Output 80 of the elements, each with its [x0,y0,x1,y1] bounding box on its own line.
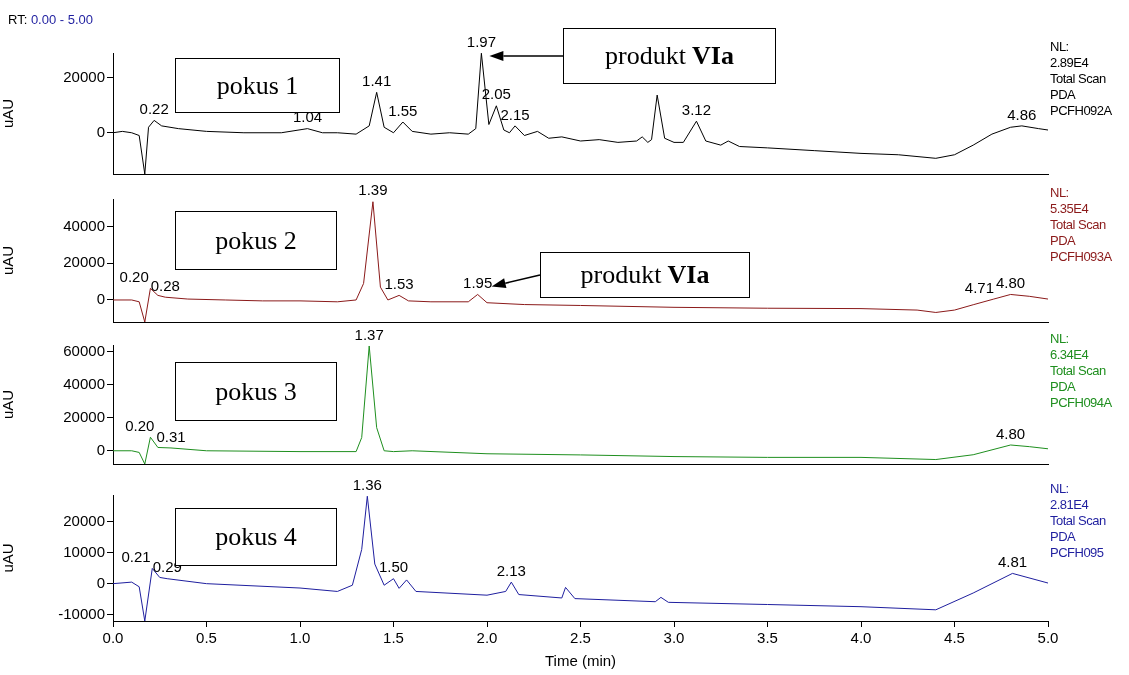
y-tick-label: 20000 [63,253,105,271]
x-tick-label: 3.0 [663,629,685,647]
annotation: 1.53 [384,275,414,293]
annotation: 0.22 [139,100,169,118]
x-tick-label: 0.5 [196,629,217,647]
text: Total Scan [1050,71,1107,87]
annotation: 0.20 [125,416,155,434]
x-tick-label: 2.0 [476,629,498,647]
annotation: 1.95 [463,274,493,292]
annotation: 1.55 [388,101,418,119]
x-axis-title: Time (min) [544,652,617,670]
annotation: 1.50 [378,558,409,576]
y-tick-label: 0 [96,440,105,458]
text: 2.81E4 [1050,497,1090,513]
annotation: 1.97 [466,32,496,50]
annotation: 0.28 [150,276,180,294]
annotation: 2.15 [500,105,530,123]
y-tick-label: 20000 [63,511,105,529]
annotation: 2.13 [496,561,526,579]
annotation: 1.37 [354,325,384,343]
annotation: 4.80 [996,424,1026,442]
annotation: 1.39 [358,181,388,199]
text-box: produkt VIa [563,28,776,84]
annotation: 4.86 [1007,105,1037,123]
text: PCFH093A [1050,249,1112,265]
x-tick-label: 1.0 [289,629,311,647]
y-axis-title: uAU [0,389,17,420]
annotation: 1.36 [352,475,382,493]
text-box: pokus 3 [175,362,337,421]
x-tick-label: 4.0 [850,629,872,647]
x-tick-label: 4.5 [944,629,965,647]
y-axis-title: uAU [0,98,17,129]
x-tick-label: 5.0 [1037,629,1059,647]
y-tick-label: 40000 [63,216,105,234]
y-tick-label: 20000 [63,67,105,85]
text: PDA [1050,379,1077,395]
x-tick-label: 2.5 [570,629,591,647]
text: PDA [1050,87,1077,103]
annotation: 0.20 [119,268,149,286]
text: Total Scan [1050,363,1107,379]
text: 5.35E4 [1050,201,1090,217]
text: PDA [1050,233,1077,249]
y-tick-label: 0 [96,573,105,591]
y-tick-label: 0 [96,122,105,140]
text: PCFH094A [1050,395,1112,411]
y-axis-title: uAU [0,245,17,276]
text: NL: [1050,39,1070,55]
annotation: 0.31 [156,427,186,445]
annotation: 4.80 [996,274,1026,292]
y-tick-label: -10000 [58,604,105,622]
text: PCFH092A [1050,103,1112,119]
annotation: 4.81 [997,553,1028,571]
annotation: 4.71 [964,278,995,296]
text: NL: [1050,331,1070,347]
text: 6.34E4 [1050,347,1090,363]
text-box: produkt VIa [540,252,750,298]
y-tick-label: 60000 [63,341,105,359]
text: PDA [1050,529,1077,545]
x-tick-label: 1.5 [383,629,404,647]
text-box: pokus 4 [175,508,337,566]
x-tick-label: 0.0 [102,629,124,647]
text: PCFH095 [1050,545,1105,561]
chart-title: RT: 0.00 - 5.00 [8,12,94,27]
text: NL: [1050,481,1070,497]
y-tick-label: 40000 [63,374,105,392]
text: NL: [1050,185,1070,201]
text-box: pokus 2 [175,211,337,270]
annotation: 3.12 [681,100,712,118]
x-tick-label: 3.5 [757,629,778,647]
y-tick-label: 0 [96,290,105,308]
annotation: 2.05 [481,85,511,103]
text: Total Scan [1050,217,1107,233]
y-tick-label: 20000 [63,407,105,425]
annotation: 1.41 [362,71,392,89]
text-box: pokus 1 [175,58,340,113]
y-axis-title: uAU [0,543,17,573]
y-tick-label: 10000 [63,542,105,560]
text: Total Scan [1050,513,1106,529]
text: 2.89E4 [1050,55,1090,71]
annotation: 0.21 [121,548,151,566]
